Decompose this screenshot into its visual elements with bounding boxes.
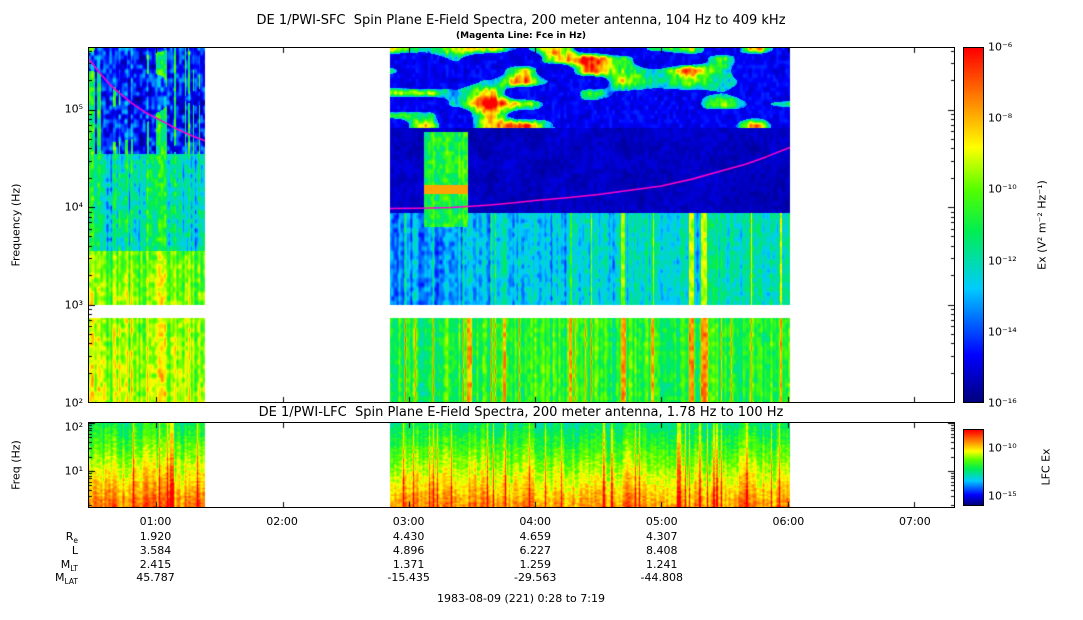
- lfc-colorbar-label: LFC Ex: [1039, 448, 1053, 486]
- sfc-colorbar: [963, 47, 984, 403]
- ephemeris-value: -29.563: [513, 571, 557, 585]
- time-tick-label: 07:00: [899, 515, 931, 528]
- ephemeris-value: 2.415: [139, 557, 172, 571]
- time-tick-label: 06:00: [772, 515, 805, 528]
- lfc-ytick-label: 10²: [64, 420, 83, 434]
- lfc-colorbar: [963, 429, 984, 506]
- sfc-title: DE 1/PWI-SFC Spin Plane E-Field Spectra,…: [256, 13, 786, 28]
- date-range-label: 1983-08-09 (221) 0:28 to 7:19: [437, 592, 605, 605]
- ephemeris-value: 1.241: [646, 557, 678, 571]
- sfc-spectrogram-panel: [88, 47, 955, 403]
- sfc-subtitle: (Magenta Line: Fce in Hz): [456, 31, 586, 41]
- lfc-colorbar-canvas: [964, 430, 983, 505]
- ephemeris-value: 8.408: [646, 543, 678, 557]
- time-tick-label: 04:00: [519, 515, 552, 528]
- sfc-ytick-label: 10⁵: [64, 102, 83, 116]
- ephemeris-value: 4.430: [392, 530, 425, 543]
- ephemeris-value: -44.808: [640, 571, 683, 585]
- ephemeris-value: 4.659: [519, 530, 551, 543]
- sfc-spectrogram-canvas: [89, 48, 954, 402]
- sfc-colorbar-tick-label: 10⁻⁸: [988, 111, 1013, 125]
- lfc-spectrogram-panel: [88, 422, 955, 508]
- sfc-colorbar-label: Ex (V² m⁻² Hz⁻¹): [1035, 180, 1049, 270]
- sfc-colorbar-tick-label: 10⁻⁶: [988, 40, 1013, 54]
- ephemeris-value: 1.371: [392, 557, 425, 571]
- ephemeris-value: 4.307: [646, 530, 678, 543]
- time-tick-label: 03:00: [392, 515, 425, 528]
- ephemeris-value: 45.787: [136, 571, 175, 585]
- sfc-ylabel: Frequency (Hz): [9, 183, 23, 267]
- lfc-spectrogram-canvas: [89, 423, 954, 507]
- sfc-ytick-label: 10³: [64, 298, 83, 312]
- sfc-colorbar-tick-label: 10⁻¹⁰: [988, 182, 1017, 196]
- sfc-ytick-label: 10⁴: [64, 200, 83, 214]
- sfc-ytick-label: 10²: [64, 396, 83, 410]
- ephemeris-value: 6.227: [519, 543, 551, 557]
- time-tick-label: 01:00: [139, 515, 172, 528]
- ephemeris-value: 1.920: [139, 530, 172, 543]
- ephemeris-row-label: MLAT: [55, 571, 78, 587]
- ephemeris-row-label: L: [71, 543, 78, 557]
- sfc-colorbar-tick-label: 10⁻¹²: [988, 254, 1017, 268]
- ephemeris-row-label: Re: [65, 530, 78, 546]
- lfc-ytick-label: 10¹: [64, 464, 83, 478]
- sfc-colorbar-tick-label: 10⁻¹⁶: [988, 396, 1017, 410]
- lfc-title: DE 1/PWI-LFC Spin Plane E-Field Spectra,…: [258, 405, 784, 420]
- ephemeris-value: 4.896: [392, 543, 425, 557]
- ephemeris-value: -15.435: [387, 571, 430, 585]
- time-tick-label: 05:00: [645, 515, 678, 528]
- ephemeris-value: 1.259: [519, 557, 551, 571]
- ephemeris-row-label: MLT: [60, 557, 78, 573]
- time-tick-label: 02:00: [266, 515, 298, 528]
- ephemeris-value: 3.584: [139, 543, 172, 557]
- lfc-colorbar-tick-label: 10⁻¹⁵: [988, 489, 1017, 503]
- sfc-colorbar-canvas: [964, 48, 983, 402]
- sfc-colorbar-tick-label: 10⁻¹⁴: [988, 325, 1017, 339]
- lfc-colorbar-tick-label: 10⁻¹⁰: [988, 441, 1017, 455]
